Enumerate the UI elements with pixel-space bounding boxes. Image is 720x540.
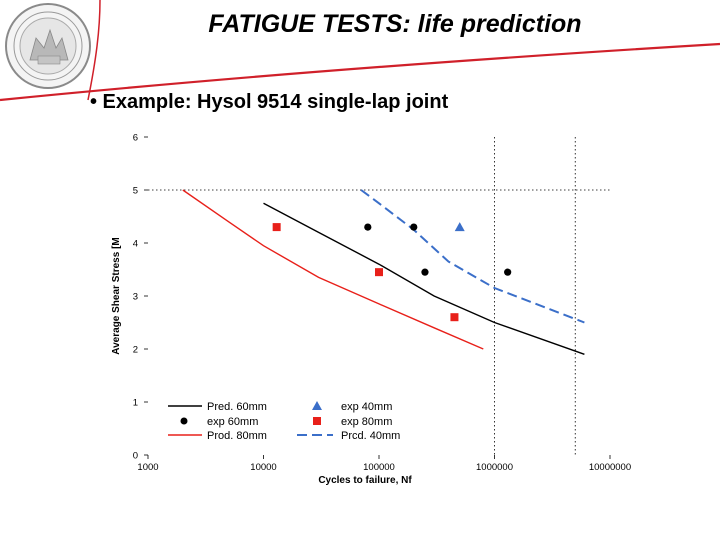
data-point-exp-60mm (421, 268, 429, 276)
y-tick-label: 6 (133, 133, 138, 144)
data-point-exp-80mm (450, 313, 459, 322)
university-seal-logo (5, 3, 91, 89)
x-tick-label: 100000 (363, 462, 395, 473)
legend-symbol-exp-80mm (313, 417, 321, 425)
header-swoosh-decoration (0, 0, 720, 102)
y-axis-label: Average Shear Stress [M (111, 237, 122, 354)
series-line-pred-60mm (263, 202, 585, 355)
legend-label-prcd-40mm: Prcd. 40mm (341, 430, 400, 442)
slide-title: FATIGUE TESTS: life prediction (208, 10, 582, 38)
data-point-exp-60mm (364, 223, 372, 231)
x-tick-label: 10000 (250, 462, 276, 473)
data-point-exp-80mm (272, 223, 281, 232)
legend-symbol-exp-60mm (180, 417, 188, 425)
y-tick-label: 0 (133, 451, 138, 462)
x-axis-label: Cycles to failure, Nf (318, 475, 412, 486)
data-point-exp-60mm (410, 223, 418, 231)
y-tick-label: 1 (133, 398, 138, 409)
data-point-exp-60mm (504, 268, 512, 276)
series-line-prcd-40mm (360, 189, 585, 324)
x-tick-label: 1000 (137, 462, 158, 473)
x-tick-label: 1000000 (476, 462, 513, 473)
y-tick-label: 5 (133, 186, 138, 197)
legend-label-exp-80mm: exp 80mm (341, 416, 392, 428)
data-point-exp-80mm (375, 268, 383, 277)
y-tick-label: 3 (133, 292, 138, 303)
legend-symbol-exp-40mm (312, 401, 322, 410)
y-tick-label: 2 (133, 345, 138, 356)
bullet-text: • Example: Hysol 9514 single-lap joint (90, 91, 449, 113)
series-line-prod-80mm (182, 189, 484, 350)
x-tick-label: 10000000 (589, 462, 631, 473)
legend-label-prod-80mm: Prod. 80mm (207, 430, 267, 442)
legend-label-pred-60mm: Pred. 60mm (207, 401, 267, 413)
legend-label-exp-60mm: exp 60mm (207, 416, 258, 428)
legend-label-exp-40mm: exp 40mm (341, 401, 392, 413)
y-tick-label: 4 (133, 239, 138, 250)
data-point-exp-40mm (454, 222, 465, 232)
